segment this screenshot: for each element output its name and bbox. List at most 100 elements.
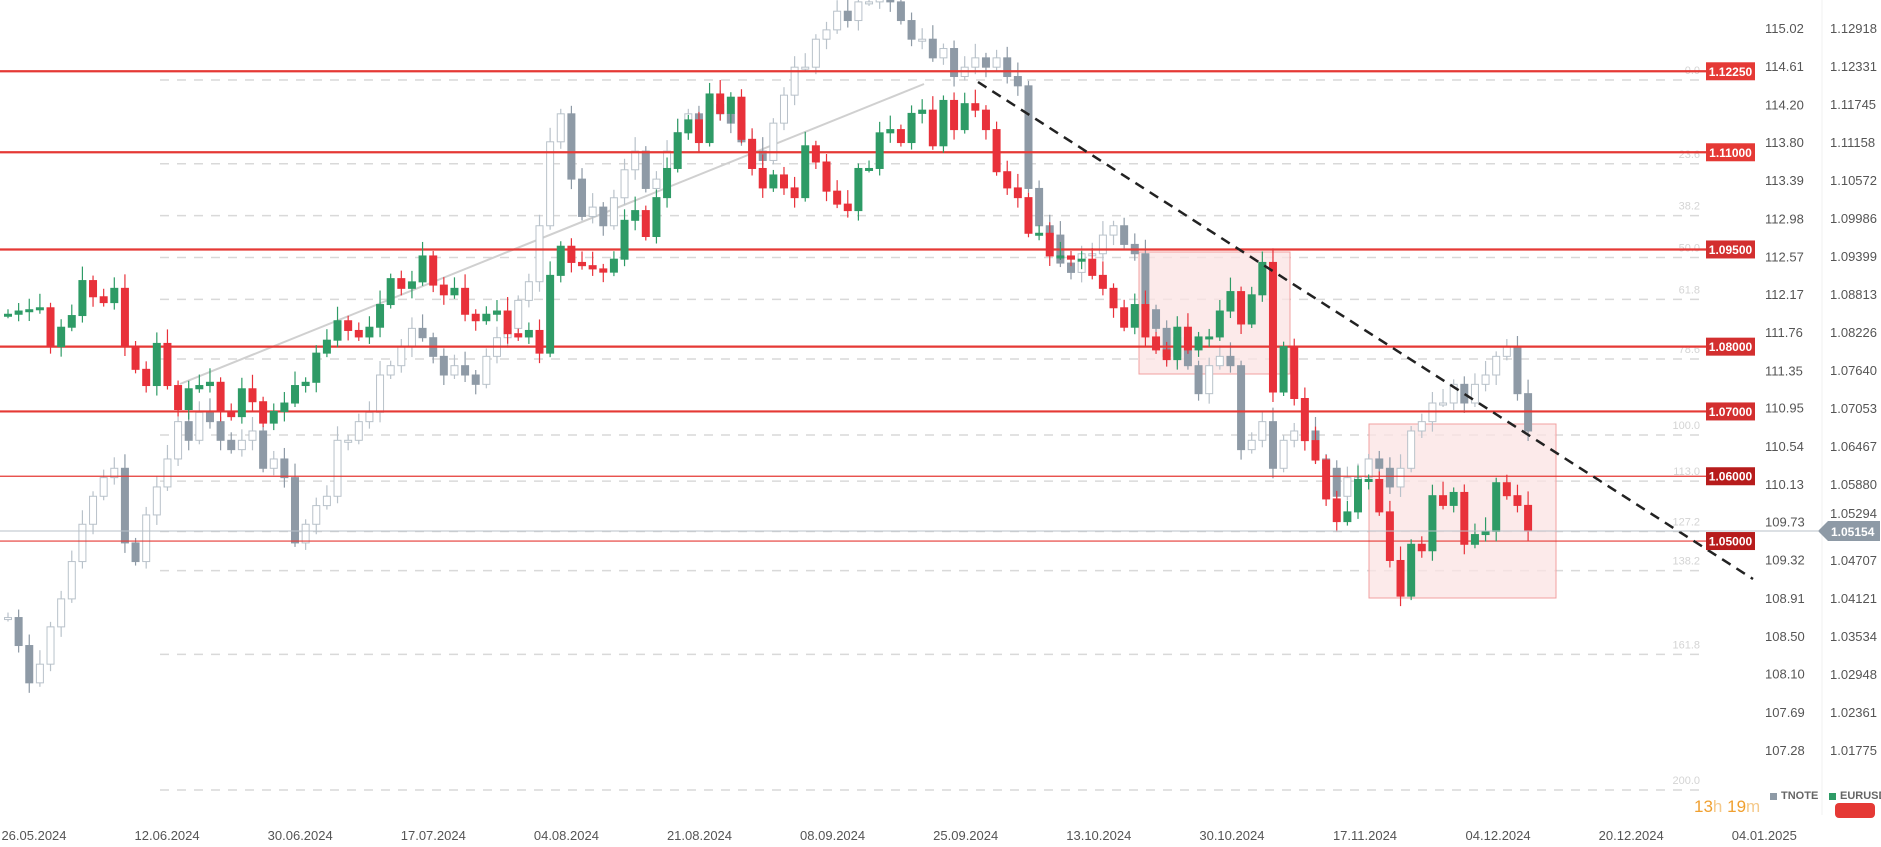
eurusd-candle [376, 290, 385, 338]
candle-body [35, 307, 44, 311]
eurusd-candle [631, 196, 640, 231]
tnote-candle [174, 416, 183, 466]
tnote-candle [546, 127, 555, 230]
tnote-candle [1205, 357, 1214, 404]
eurusd-candle [1385, 500, 1394, 568]
tnote-candle [588, 193, 597, 224]
tnote-tick-label: 115.02 [1765, 21, 1804, 36]
candle-body [418, 255, 427, 283]
tnote-candle [25, 634, 34, 693]
candle-body [131, 542, 140, 563]
horizontal-levels [0, 70, 1706, 542]
eurusd-candle [928, 96, 937, 150]
tnote-candle [407, 317, 416, 358]
trade-button[interactable] [1835, 803, 1875, 818]
eurusd-candle [205, 368, 214, 393]
eurusd-candle [1045, 222, 1054, 266]
candle-body [620, 219, 629, 260]
candle-body [599, 268, 608, 273]
eurusd-candle [694, 111, 703, 153]
candle-body [567, 113, 576, 180]
date-axis[interactable]: 26.05.2024 12.06.2024 30.06.2024 17.07.2024… [1, 828, 1796, 843]
tnote-candle [1449, 379, 1458, 410]
eurusd-candle [1247, 286, 1256, 328]
candle-body [992, 57, 1001, 68]
eurusd-candle [418, 241, 427, 286]
tnote-candle [1481, 361, 1490, 392]
candle-body [57, 326, 66, 348]
eurusd-swatch-icon [1829, 792, 1836, 800]
downtrend-line[interactable] [977, 80, 1754, 581]
eurusd-candle [259, 396, 268, 428]
candle-body [301, 381, 310, 387]
candle-body [673, 132, 682, 169]
tnote-candle [471, 370, 480, 395]
tnote-candle [461, 351, 470, 383]
candle-body [950, 99, 959, 131]
candle-body [376, 304, 385, 328]
candle-body [99, 477, 108, 497]
tnote-candle [556, 108, 565, 149]
candle-body [950, 48, 959, 78]
candle-body [992, 129, 1001, 173]
candle-body [269, 458, 278, 469]
tnote-tick-label: 107.28 [1765, 743, 1805, 758]
tnote-candle [248, 416, 257, 451]
tnote-candle [1215, 345, 1224, 370]
legend-item-eurusd[interactable]: EURUSD [1829, 790, 1881, 802]
consolidation-zone-october[interactable] [1138, 251, 1291, 375]
legend-item-tnote[interactable]: TNOTE [1770, 790, 1818, 802]
date-tick-label: 26.05.2024 [1, 828, 66, 843]
eurusd-candle [1035, 225, 1044, 241]
candle-body [1290, 430, 1299, 441]
tnote-candle [875, 0, 884, 9]
candle-body [769, 122, 778, 161]
candle-body [35, 663, 44, 684]
tnote-candle [152, 475, 161, 525]
candle-body [907, 112, 916, 144]
eurusd-candle [1290, 338, 1299, 406]
eurusd-tick-label: 1.08226 [1830, 325, 1877, 340]
candle-body [567, 245, 576, 263]
timer-minutes-unit: m [1746, 797, 1761, 816]
candle-body [365, 411, 374, 423]
fib-label: 138.2 [1672, 556, 1700, 568]
price-axes[interactable]: 115.02 114.61 114.20 113.80 113.39 112.98 112.… [1765, 0, 1877, 815]
fib-label: 200.0 [1672, 775, 1700, 787]
candle-body [461, 365, 470, 376]
eurusd-candle [333, 306, 342, 348]
tnote-candle [1258, 410, 1267, 448]
tnote-candle [439, 348, 448, 386]
candle-body [1045, 232, 1054, 257]
date-tick-label: 25.09.2024 [933, 828, 998, 843]
candle-body [1194, 336, 1203, 351]
candle-body [1428, 495, 1437, 552]
candle-body [960, 103, 969, 131]
candle-body [312, 505, 321, 525]
candle-body [14, 310, 23, 315]
tnote-candle [110, 457, 119, 485]
candle-body [312, 352, 321, 383]
candle-body [928, 109, 937, 147]
level-tag-1.07000: 1.07000 [1706, 402, 1755, 421]
candle-body [641, 150, 650, 189]
level-tag-bg [1706, 62, 1755, 81]
tnote-candle [971, 43, 980, 75]
eurusd-tick-label: 1.03534 [1830, 629, 1877, 644]
candle-body [1439, 402, 1448, 406]
candle-body [1035, 187, 1044, 227]
uptrend-line[interactable] [179, 83, 925, 385]
candle-body [1067, 255, 1075, 260]
candle-body [280, 458, 289, 479]
tnote-candle [992, 49, 1001, 72]
eurusd-candle [1226, 277, 1235, 319]
tnote-candle [131, 537, 140, 566]
eurusd-candle [174, 380, 183, 417]
tnote-candle [99, 469, 108, 501]
eurusd-candle [588, 251, 597, 276]
candle-body [1152, 309, 1161, 329]
eurusd-candle [811, 140, 820, 169]
candle-body [216, 381, 225, 412]
candle-body [694, 119, 703, 144]
